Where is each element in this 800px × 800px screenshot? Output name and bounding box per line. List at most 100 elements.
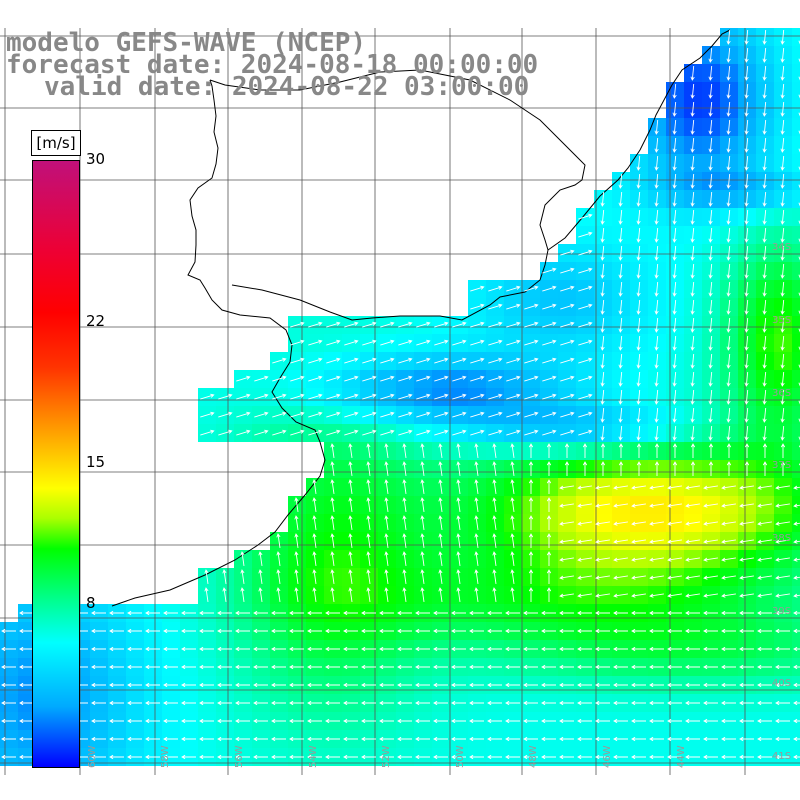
wind-arrow <box>708 425 713 441</box>
wind-arrow <box>289 628 304 634</box>
wind-arrow <box>780 299 785 315</box>
wind-arrow <box>222 569 227 584</box>
wind-arrow <box>672 425 677 441</box>
wind-arrow <box>199 754 214 760</box>
latitude-label: 38S <box>772 533 791 544</box>
wind-arrow <box>672 83 677 99</box>
wind-arrow <box>420 497 425 512</box>
wind-arrow <box>578 213 593 220</box>
wind-arrow <box>366 569 371 584</box>
wind-arrow <box>721 664 736 670</box>
wind-arrow <box>636 299 641 315</box>
wind-arrow <box>438 461 443 476</box>
wind-arrow <box>487 610 502 616</box>
wind-arrow <box>690 191 695 207</box>
wind-arrow <box>654 137 659 153</box>
wind-arrow <box>618 443 624 458</box>
wind-arrow <box>685 700 700 706</box>
wind-arrow <box>91 628 106 634</box>
wind-arrow <box>631 557 646 562</box>
wind-arrow <box>721 485 736 490</box>
wind-arrow <box>798 148 800 153</box>
wind-arrow <box>762 209 767 225</box>
wind-arrow <box>235 718 250 724</box>
wind-arrow <box>703 682 718 688</box>
wind-arrow <box>631 575 646 580</box>
latitude-label: 35S <box>772 315 791 326</box>
wind-arrow <box>595 628 610 634</box>
wind-arrow <box>434 375 449 382</box>
wind-arrow <box>667 754 682 760</box>
wind-arrow <box>744 245 749 261</box>
wind-arrow <box>577 682 592 688</box>
wind-arrow <box>470 321 485 328</box>
wind-arrow <box>757 575 772 580</box>
wind-arrow <box>654 119 659 135</box>
wind-arrow <box>307 754 322 760</box>
wind-arrow <box>613 628 628 634</box>
wind-arrow <box>703 593 718 598</box>
wind-arrow <box>254 411 269 418</box>
wind-arrow <box>726 317 731 333</box>
wind-arrow <box>127 664 142 670</box>
wind-arrow <box>793 503 800 508</box>
wind-arrow <box>384 569 389 584</box>
wind-arrow <box>308 411 323 418</box>
wind-arrow <box>348 533 353 548</box>
wind-arrow <box>236 375 251 382</box>
wind-arrow <box>523 664 538 670</box>
wind-arrow <box>163 664 178 670</box>
wind-arrow <box>744 137 749 153</box>
wind-arrow <box>667 575 682 580</box>
wind-arrow <box>91 610 106 616</box>
wind-arrow <box>1 646 16 652</box>
wind-arrow <box>726 227 731 243</box>
wind-arrow <box>325 628 340 634</box>
wind-arrow <box>510 515 515 530</box>
wind-arrow <box>181 700 196 706</box>
wind-arrow <box>343 682 358 688</box>
wind-arrow <box>1 718 16 724</box>
wind-arrow <box>145 628 160 634</box>
wind-arrow <box>308 393 323 400</box>
wind-arrow <box>542 303 557 310</box>
wind-arrow <box>654 191 659 207</box>
wind-arrow <box>708 155 713 171</box>
wind-arrow <box>474 569 479 584</box>
wind-arrow <box>636 461 642 476</box>
wind-arrow <box>145 754 160 760</box>
wind-arrow <box>780 173 785 189</box>
wind-arrow <box>560 375 575 382</box>
wind-arrow <box>775 646 790 652</box>
wind-arrow <box>289 718 304 724</box>
wind-arrow <box>362 321 377 328</box>
wind-arrow <box>398 375 413 382</box>
wind-arrow <box>402 515 407 530</box>
wind-arrow <box>726 65 731 81</box>
wind-arrow <box>1 664 16 670</box>
wind-arrow <box>361 610 376 616</box>
longitude-label: 48W <box>528 745 539 768</box>
wind-arrow <box>217 610 232 616</box>
wind-arrow <box>506 411 521 418</box>
wind-arrow <box>636 263 641 279</box>
wind-arrow <box>91 646 106 652</box>
wind-arrow <box>708 443 714 458</box>
wind-arrow <box>654 443 660 458</box>
wind-arrow <box>595 539 610 544</box>
wind-arrow <box>595 736 610 742</box>
wind-arrow <box>708 191 713 207</box>
wind-arrow <box>708 119 713 135</box>
wind-arrow <box>344 393 359 400</box>
wind-arrow <box>703 521 718 526</box>
wind-arrow <box>1 754 16 760</box>
wind-arrow <box>528 515 534 530</box>
wind-arrow <box>672 245 677 261</box>
wind-arrow <box>636 443 642 458</box>
wind-arrow <box>294 497 299 512</box>
wind-arrow <box>325 664 340 670</box>
wind-arrow <box>452 321 467 328</box>
wind-arrow <box>510 587 515 602</box>
wind-arrow <box>559 682 574 688</box>
wind-arrow <box>420 587 425 602</box>
